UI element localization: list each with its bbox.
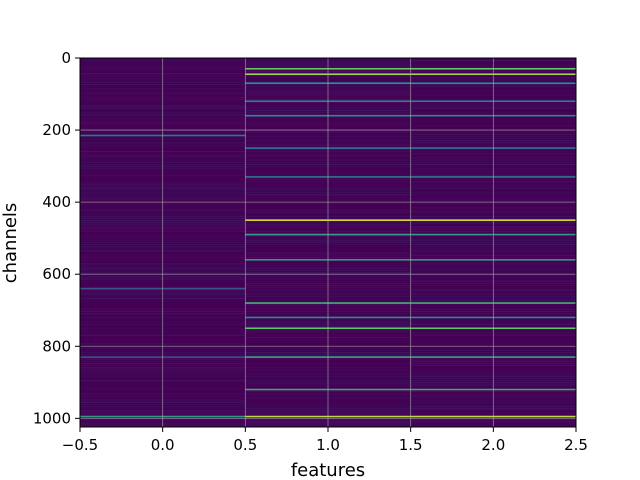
x-tick-label: 1.5 — [399, 436, 423, 454]
y-tick-label: 600 — [42, 265, 71, 283]
x-tick-label: 2.0 — [481, 436, 505, 454]
x-tick-label: 1.0 — [316, 436, 340, 454]
y-tick-label: 400 — [42, 193, 71, 211]
plot-area — [79, 57, 577, 428]
x-tick-label: 0.5 — [233, 436, 257, 454]
x-tick-label: −0.5 — [62, 436, 98, 454]
y-tick-label: 800 — [42, 337, 71, 355]
x-axis-label: features — [291, 460, 365, 480]
x-tick-label: 0.0 — [151, 436, 175, 454]
y-axis-label: channels — [0, 203, 21, 284]
y-tick-label: 1000 — [33, 409, 71, 427]
x-axis: −0.5 0.0 0.5 1.0 1.5 2.0 2.5 — [62, 427, 588, 454]
x-tick-label: 2.5 — [564, 436, 588, 454]
y-axis: 0 200 400 600 800 1000 — [33, 49, 80, 427]
y-tick-label: 0 — [61, 49, 71, 67]
y-tick-label: 200 — [42, 121, 71, 139]
